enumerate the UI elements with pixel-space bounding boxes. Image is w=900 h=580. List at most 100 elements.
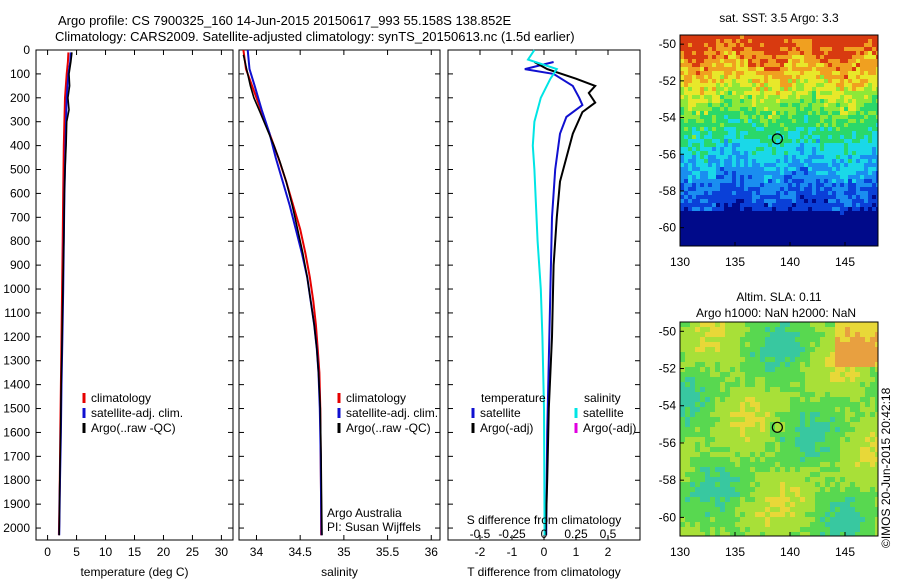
map-cell (800, 199, 804, 203)
map-cell (865, 527, 870, 532)
map-cell (680, 107, 684, 111)
map-cell (860, 227, 864, 231)
map-cell (715, 422, 720, 427)
map-cell (835, 482, 840, 487)
map-cell (844, 79, 848, 83)
map-cell (772, 235, 776, 239)
map-cell (828, 183, 832, 187)
map-cell (800, 163, 804, 167)
map-cell (760, 332, 765, 337)
map-cell (780, 467, 785, 472)
map-cell (850, 407, 855, 412)
map-cell (685, 467, 690, 472)
map-cell (830, 347, 835, 352)
map-cell (716, 215, 720, 219)
map-cell (760, 472, 765, 477)
map-cell (828, 71, 832, 75)
map-cell (830, 362, 835, 367)
map-cell (775, 487, 780, 492)
map-cell (828, 119, 832, 123)
map-cell (845, 502, 850, 507)
map-cell (712, 135, 716, 139)
map-cell (800, 517, 805, 522)
map-cell (680, 462, 685, 467)
map-cell (692, 143, 696, 147)
map-cell (750, 442, 755, 447)
map-cell (756, 227, 760, 231)
map-cell (756, 35, 760, 39)
map-cell (865, 532, 870, 536)
map-cell (796, 183, 800, 187)
map-cell (720, 199, 724, 203)
map-cell (735, 512, 740, 517)
map-cell (832, 231, 836, 235)
map-cell (695, 412, 700, 417)
map-cell (872, 231, 876, 235)
map-cell (780, 482, 785, 487)
map-cell (684, 83, 688, 87)
map-cell (765, 377, 770, 382)
map-cell (856, 171, 860, 175)
map-cell (805, 412, 810, 417)
map-cell (790, 342, 795, 347)
map-cell (824, 123, 828, 127)
map-cell (868, 135, 872, 139)
map-cell (752, 111, 756, 115)
map-cell (808, 239, 812, 243)
map-cell (710, 502, 715, 507)
map-cell (716, 123, 720, 127)
map-cell (685, 382, 690, 387)
map-cell (732, 147, 736, 151)
map-cell (805, 367, 810, 372)
map-cell (756, 239, 760, 243)
map-cell (876, 195, 878, 199)
map-cell (728, 159, 732, 163)
map-cell (812, 35, 816, 39)
map-cell (784, 131, 788, 135)
map-cell (715, 367, 720, 372)
map-cell (736, 51, 740, 55)
map-cell (704, 231, 708, 235)
map-cell (680, 55, 684, 59)
map-cell (785, 407, 790, 412)
map-cell (812, 195, 816, 199)
map-cell (824, 155, 828, 159)
map-cell (735, 322, 740, 327)
map-cell (856, 179, 860, 183)
map-cell (844, 115, 848, 119)
map-cell (710, 452, 715, 457)
map-cell (860, 119, 864, 123)
map-cell (810, 512, 815, 517)
map-cell (744, 127, 748, 131)
map-cell (765, 342, 770, 347)
map-cell (795, 417, 800, 422)
map-cell (704, 239, 708, 243)
map-cell (845, 347, 850, 352)
map-cell (828, 47, 832, 51)
map-cell (732, 111, 736, 115)
map-cell (780, 223, 784, 227)
map-cell (772, 95, 776, 99)
map-cell (684, 59, 688, 63)
map-cell (768, 187, 772, 191)
map-cell (790, 532, 795, 536)
map-cell (764, 115, 768, 119)
map-cell (840, 151, 844, 155)
y-tick-label: -60 (659, 221, 677, 235)
map-cell (848, 103, 852, 107)
map-cell (744, 71, 748, 75)
map-cell (816, 155, 820, 159)
map-cell (796, 135, 800, 139)
map-cell (716, 207, 720, 211)
map-cell (860, 442, 865, 447)
map-cell (815, 327, 820, 332)
map-cell (776, 167, 780, 171)
map-cell (820, 167, 824, 171)
map-cell (752, 71, 756, 75)
map-cell (855, 352, 860, 357)
map-cell (695, 432, 700, 437)
map-cell (876, 143, 878, 147)
map-cell (716, 211, 720, 215)
map-cell (785, 467, 790, 472)
map-cell (764, 59, 768, 63)
